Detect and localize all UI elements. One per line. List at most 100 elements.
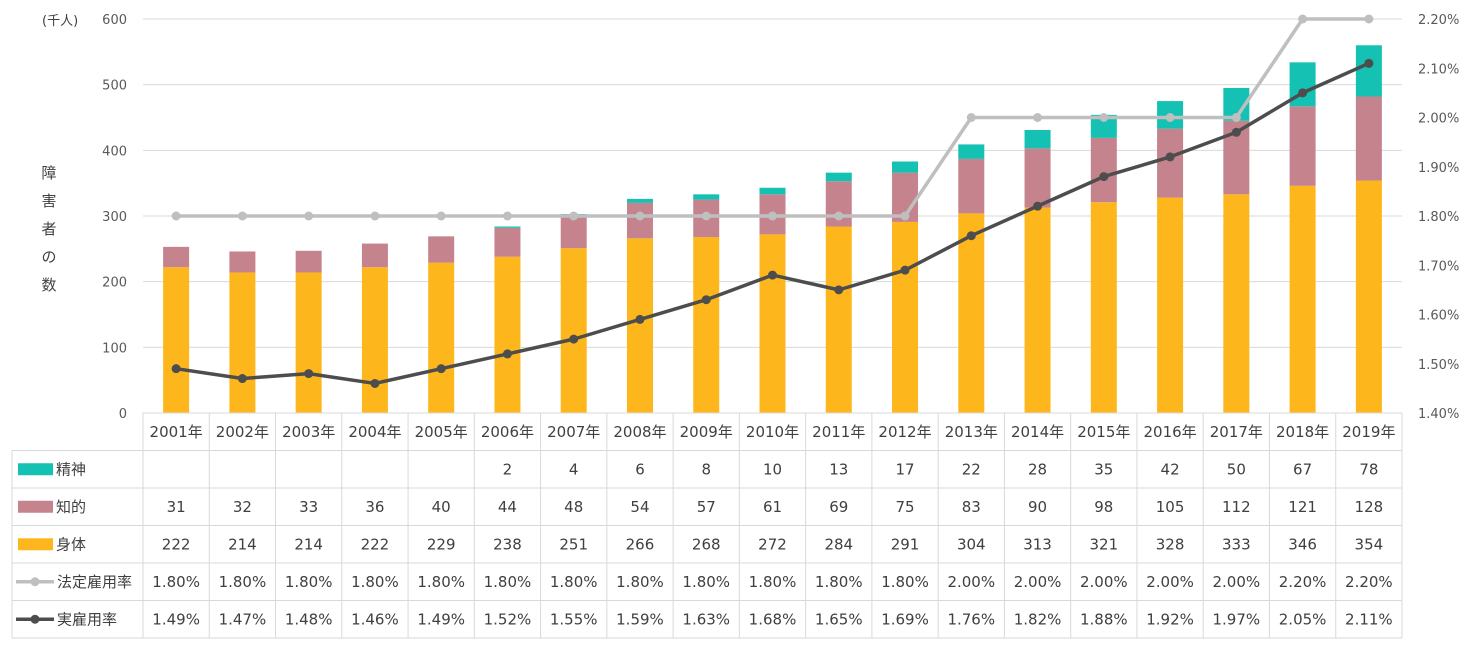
data-label: 1.49%: [152, 610, 200, 628]
category-label: 2015年: [1077, 423, 1130, 441]
actual-rate-point: [1099, 172, 1109, 182]
y2-tick-label: 2.20%: [1418, 13, 1459, 28]
data-label: 328: [1156, 535, 1185, 553]
bar-mental: [1024, 129, 1051, 149]
bar-intellectual: [428, 236, 455, 263]
y-tick-label: 500: [102, 79, 127, 94]
data-label: 2.11%: [1345, 610, 1393, 628]
data-label: 28: [1028, 460, 1047, 478]
bar-intellectual: [361, 243, 388, 268]
category-label: 2003年: [282, 423, 335, 441]
data-label: 75: [895, 498, 914, 516]
data-label: 1.88%: [1080, 610, 1128, 628]
category-label: 2011年: [812, 423, 865, 441]
data-label: 1.80%: [682, 573, 730, 591]
category-label: 2012年: [878, 423, 931, 441]
legend-swatch: [18, 463, 53, 476]
data-label: 105: [1156, 498, 1185, 516]
data-label: 2.20%: [1345, 573, 1393, 591]
unit-label: (千人): [42, 14, 78, 29]
y2-tick-label: 1.50%: [1418, 358, 1459, 373]
data-label: 1.80%: [616, 573, 664, 591]
data-label: 1.65%: [815, 610, 863, 628]
actual-rate-point: [237, 374, 247, 384]
actual-rate-point: [966, 231, 976, 241]
data-label: 1.92%: [1146, 610, 1194, 628]
legal-rate-point: [237, 211, 247, 221]
legend-swatch: [18, 538, 53, 551]
category-label: 2005年: [415, 423, 468, 441]
legal-rate-point: [1099, 113, 1109, 122]
data-label: 1.49%: [417, 610, 465, 628]
data-label: 67: [1293, 460, 1312, 478]
data-label: 333: [1222, 535, 1251, 553]
bar-intellectual: [626, 202, 653, 239]
data-label: 1.52%: [484, 610, 532, 628]
data-label: 32: [233, 498, 252, 516]
data-label: 2.00%: [1080, 573, 1128, 591]
category-label: 2004年: [348, 423, 401, 441]
data-label: 61: [763, 498, 782, 516]
y-tick-label: 400: [102, 144, 127, 159]
bar-intellectual: [494, 227, 521, 257]
data-label: 1.76%: [947, 610, 995, 628]
bar-mental: [825, 172, 852, 182]
actual-rate-point: [502, 349, 512, 359]
data-label: 2.05%: [1279, 610, 1327, 628]
category-label: 2007年: [547, 423, 600, 441]
legal-rate-point: [569, 211, 579, 221]
actual-rate-point: [1165, 152, 1175, 162]
legal-rate-point: [1165, 113, 1175, 122]
data-label: 1.80%: [815, 573, 863, 591]
data-label: 128: [1355, 498, 1384, 516]
legal-rate-point: [436, 211, 446, 221]
data-label: 2.00%: [1213, 573, 1261, 591]
y2-tick-label: 1.70%: [1418, 259, 1459, 274]
actual-rate-point: [900, 265, 910, 275]
data-label: 229: [427, 535, 456, 553]
legal-rate-point: [701, 211, 711, 221]
bar-intellectual: [1157, 128, 1184, 198]
data-label: 1.80%: [484, 573, 532, 591]
bar-mental: [759, 187, 786, 195]
legend-label: 身体: [56, 535, 86, 553]
data-label: 238: [493, 535, 522, 553]
bar-physical: [892, 221, 919, 413]
data-label: 222: [162, 535, 191, 553]
data-label: 2.00%: [1146, 573, 1194, 591]
data-label: 17: [895, 460, 914, 478]
actual-rate-point: [635, 314, 645, 324]
category-label: 2009年: [680, 423, 733, 441]
legal-rate-point: [834, 211, 844, 221]
y-axis-title: 障害者の数: [41, 164, 56, 294]
data-label: 214: [228, 535, 257, 553]
bar-intellectual: [1090, 137, 1117, 203]
bar-physical: [1090, 202, 1117, 413]
data-label: 112: [1222, 498, 1251, 516]
bar-mental: [958, 144, 985, 159]
category-label: 2001年: [150, 423, 203, 441]
y-tick-label: 600: [102, 13, 127, 28]
category-label: 2019年: [1342, 423, 1395, 441]
data-label: 2.20%: [1279, 573, 1327, 591]
data-label: 54: [630, 498, 649, 516]
bar-intellectual: [295, 250, 322, 273]
data-label: 1.69%: [881, 610, 929, 628]
bar-physical: [1024, 207, 1051, 413]
bar-physical: [560, 248, 587, 413]
data-label: 78: [1359, 460, 1378, 478]
legend-swatch-point: [30, 614, 40, 624]
actual-rate-point: [834, 285, 844, 295]
data-label: 33: [299, 498, 318, 516]
category-label: 2013年: [945, 423, 998, 441]
data-label: 69: [829, 498, 848, 516]
bar-intellectual: [958, 158, 985, 214]
bar-physical: [825, 226, 852, 413]
data-label: 2.00%: [947, 573, 995, 591]
category-label: 2010年: [746, 423, 799, 441]
y2-tick-label: 1.90%: [1418, 161, 1459, 176]
legal-rate-point: [370, 211, 380, 221]
legend-label: 法定雇用率: [57, 573, 132, 591]
bar-physical: [428, 262, 455, 413]
